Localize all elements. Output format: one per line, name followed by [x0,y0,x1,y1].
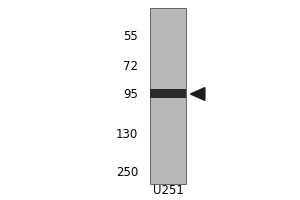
Text: U251: U251 [153,184,183,196]
Text: 72: 72 [123,60,138,72]
Bar [150,89,186,98]
Text: 95: 95 [123,88,138,100]
Text: 250: 250 [116,166,138,178]
Text: 55: 55 [123,29,138,43]
Bar [150,8,186,184]
Polygon shape [190,88,205,100]
Text: 130: 130 [116,128,138,140]
